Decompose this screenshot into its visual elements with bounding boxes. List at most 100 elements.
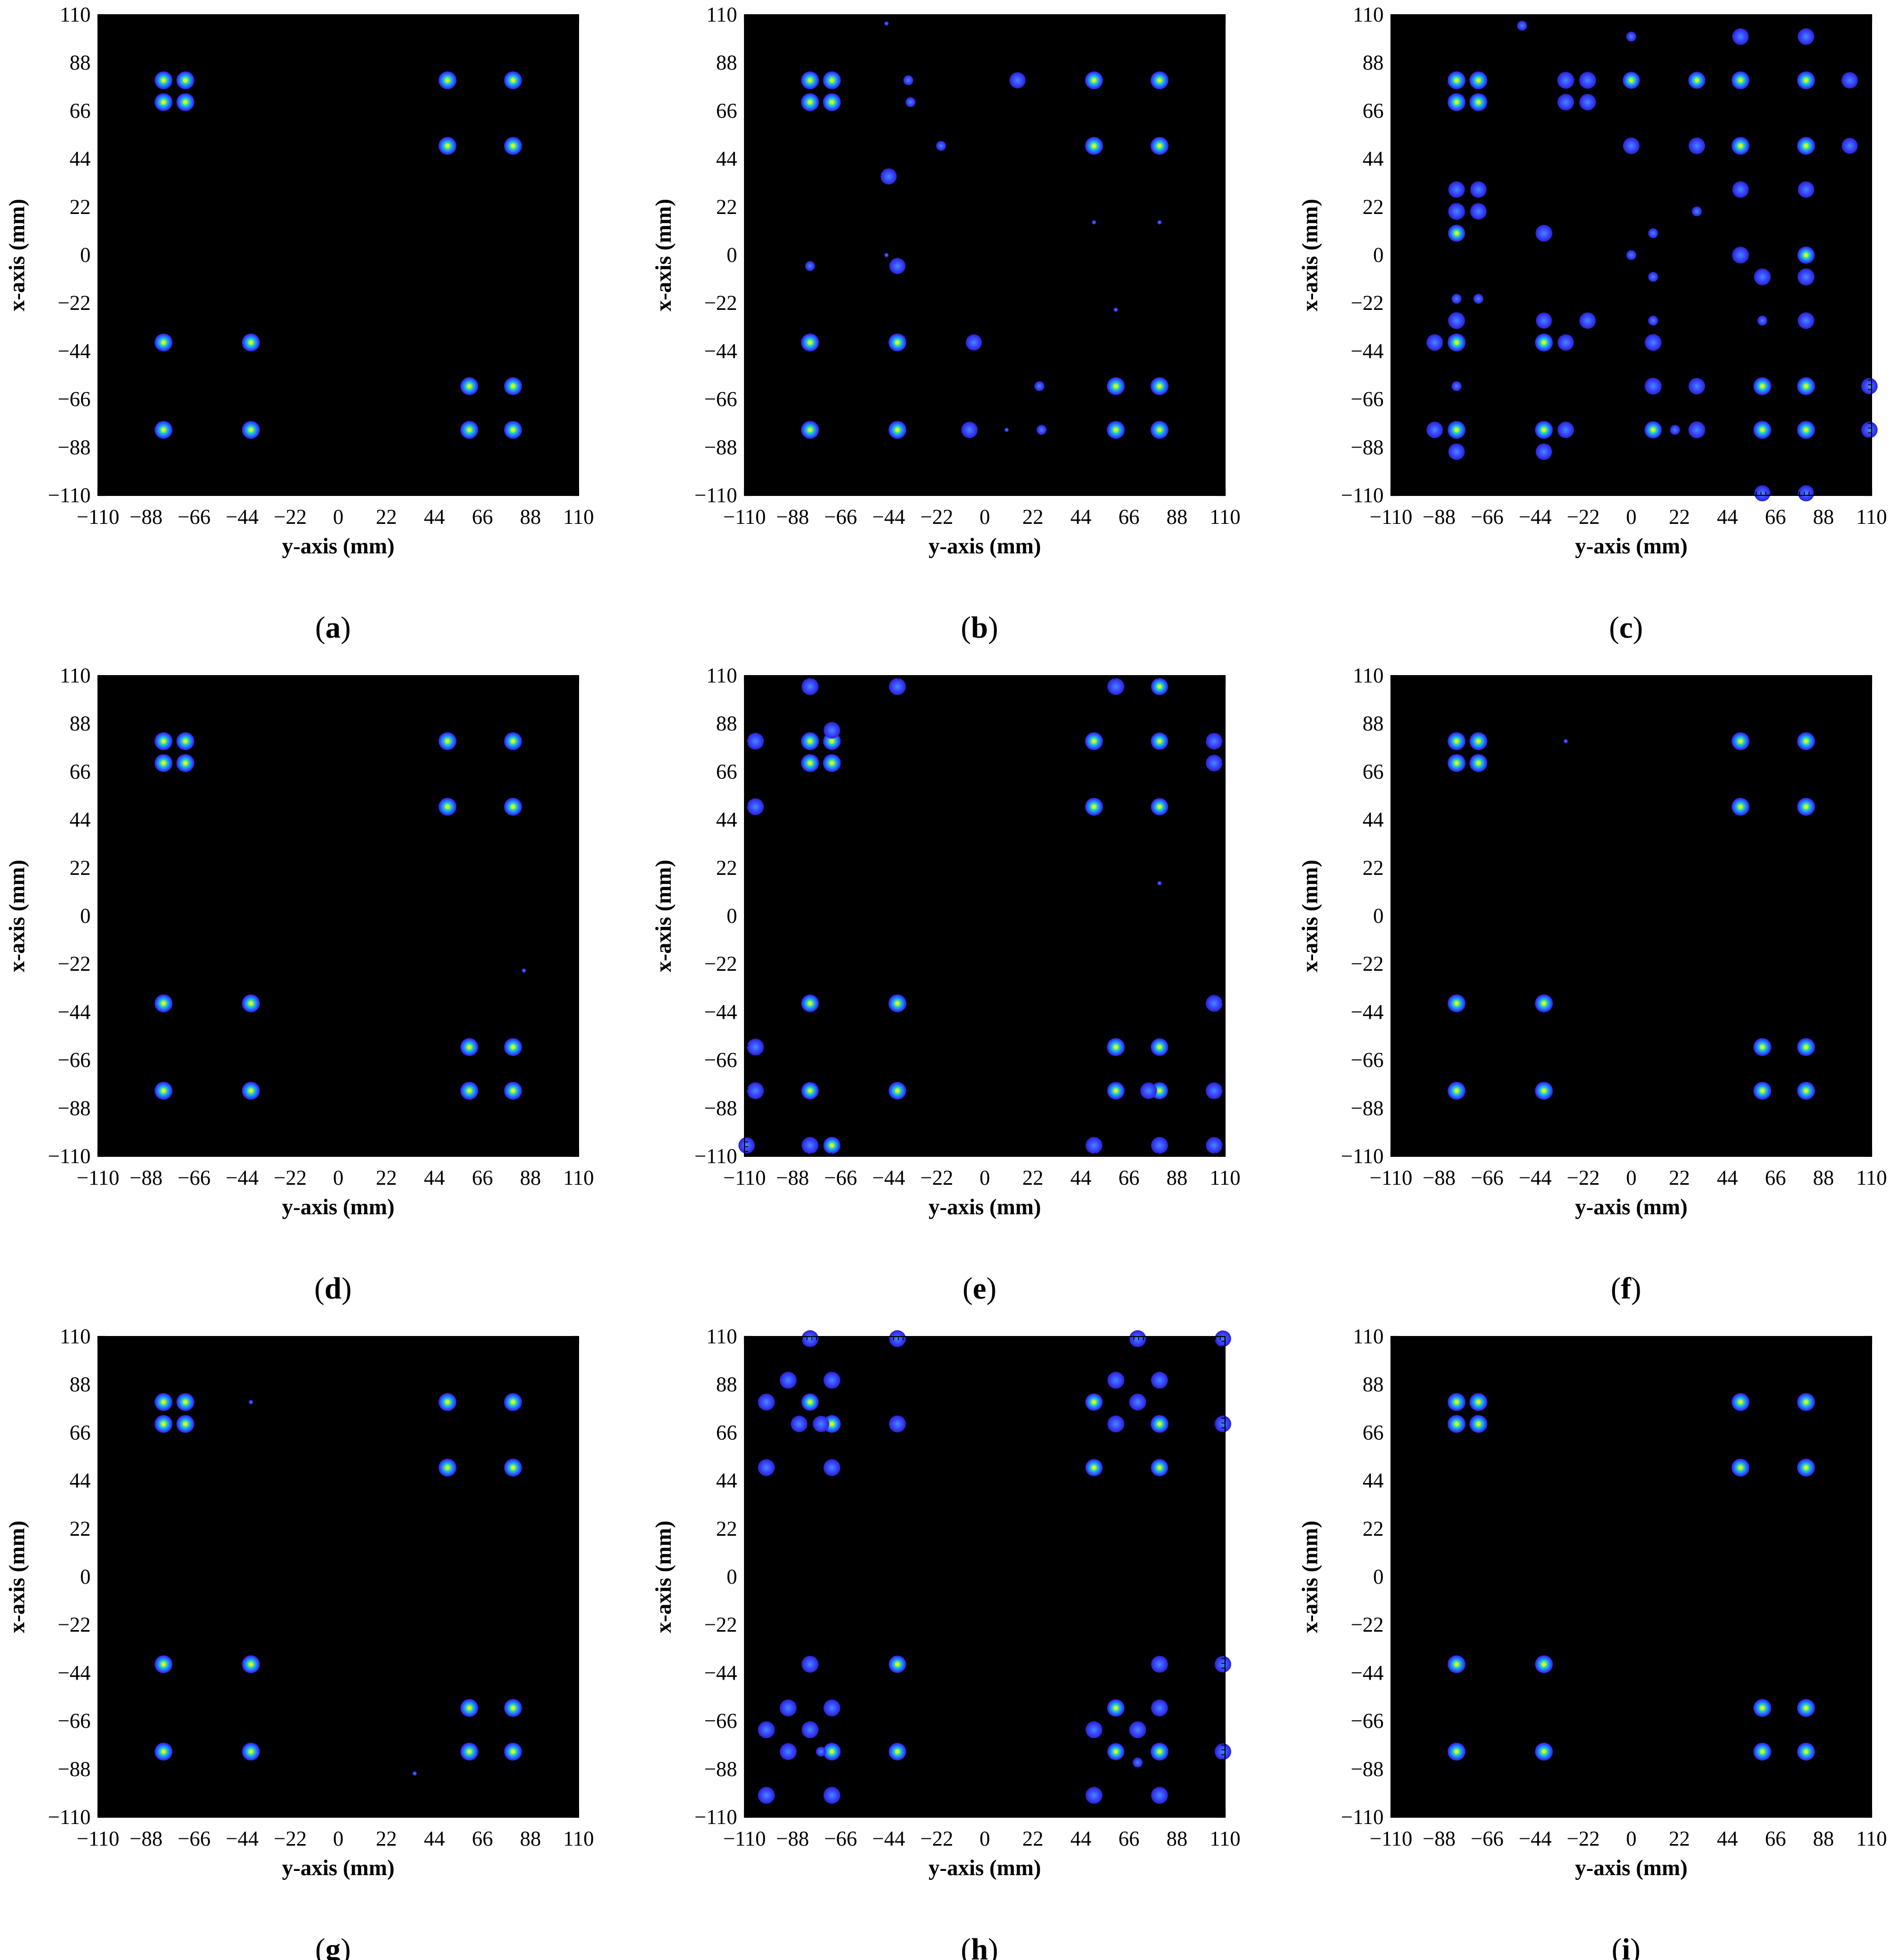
data-point [1206, 733, 1222, 750]
data-point [1447, 421, 1466, 439]
x-tick-label: −44 [872, 505, 905, 529]
data-point [805, 261, 815, 271]
y-tick-label: 88 [1363, 1372, 1384, 1396]
data-point [504, 797, 522, 816]
plot-frame [744, 675, 1226, 1157]
x-tick-label: −44 [872, 1166, 905, 1189]
y-tick-label: 22 [1363, 856, 1384, 880]
x-tick-label: 66 [472, 1827, 493, 1850]
x-tick-label: −66 [824, 1166, 857, 1189]
x-tick-label: 66 [1765, 505, 1786, 529]
x-tick-label: 88 [1813, 505, 1834, 529]
x-tick-label: −88 [776, 1166, 809, 1189]
y-axis-title: x-axis (mm) [1298, 199, 1323, 311]
data-point [1517, 21, 1527, 31]
data-point [888, 333, 907, 352]
data-point [801, 1655, 819, 1673]
x-tick-label: 22 [1669, 505, 1690, 529]
data-point [438, 136, 457, 155]
data-point [801, 1137, 819, 1154]
spot-layer [154, 1393, 522, 1776]
x-tick-label: 88 [1813, 1166, 1834, 1189]
x-tick-label: 0 [980, 1166, 990, 1189]
data-point [504, 377, 522, 395]
spot-layer [1426, 21, 1878, 502]
x-tick-label: 110 [1210, 1166, 1241, 1189]
data-point [1151, 732, 1169, 750]
data-point [504, 1458, 522, 1477]
data-point [1451, 381, 1462, 392]
x-tick-label: −66 [1471, 1166, 1504, 1189]
spot-layer [801, 21, 1169, 439]
data-point [1085, 1393, 1103, 1411]
x-tick-label: 44 [1070, 1166, 1091, 1189]
x-tick-label: 44 [1717, 1827, 1738, 1850]
x-tick-label: 0 [1626, 1166, 1637, 1189]
y-tick-label: 110 [1353, 3, 1384, 26]
data-point [1206, 755, 1222, 772]
data-point [747, 1038, 764, 1056]
plot-area [745, 15, 1225, 495]
spot-layer [154, 71, 522, 439]
y-tick-label: −66 [57, 1709, 91, 1733]
data-point [1215, 1743, 1231, 1760]
y-tick-label: 66 [1363, 1420, 1384, 1444]
data-point [1797, 797, 1815, 816]
y-tick-label: 44 [1363, 1469, 1384, 1493]
data-point [1731, 71, 1750, 90]
data-point [801, 732, 819, 750]
data-point [1688, 421, 1706, 438]
data-point [905, 97, 916, 108]
x-axis-title: y-axis (mm) [928, 534, 1041, 559]
y-tick-label: −22 [57, 1613, 91, 1636]
x-tick-label: −88 [1423, 1166, 1456, 1189]
x-tick-label: 110 [1856, 1166, 1887, 1189]
data-point [1797, 1699, 1815, 1717]
data-point [1688, 72, 1706, 89]
data-point [1107, 1082, 1125, 1100]
x-tick-label: 88 [1167, 505, 1188, 529]
x-tick-label: −66 [178, 1166, 211, 1189]
data-point [242, 1742, 260, 1761]
y-tick-label: −22 [1350, 291, 1384, 315]
x-tick-label: 22 [1669, 1827, 1690, 1850]
x-tick-label: −22 [1567, 505, 1600, 529]
data-point [504, 732, 522, 750]
data-point [1644, 377, 1662, 395]
plot-frame [97, 675, 579, 1157]
data-point [1447, 1081, 1466, 1100]
data-point [1535, 443, 1552, 460]
x-tick-label: −110 [76, 1166, 119, 1189]
data-point [1558, 334, 1574, 351]
data-point [1469, 754, 1487, 772]
data-point [242, 421, 260, 439]
x-tick-label: 110 [563, 1827, 594, 1850]
x-tick-label: 88 [520, 1166, 541, 1189]
y-tick-label: 110 [1353, 664, 1384, 687]
data-point [1129, 1393, 1147, 1411]
data-point [822, 93, 841, 111]
data-point [1157, 881, 1162, 885]
data-point [1691, 206, 1702, 217]
data-point [801, 71, 819, 90]
y-tick-label: 66 [716, 759, 737, 783]
data-point [1753, 377, 1771, 395]
data-point [1448, 443, 1465, 460]
data-point [1447, 732, 1466, 750]
plot-frame [744, 1336, 1226, 1818]
data-point [758, 1721, 775, 1739]
x-tick-label: −66 [1471, 505, 1504, 529]
y-tick-label: 66 [1363, 759, 1384, 783]
data-point [1688, 138, 1706, 154]
data-point [249, 1400, 253, 1405]
data-point [801, 1082, 819, 1100]
x-tick-label: −44 [1519, 1166, 1552, 1189]
y-tick-label: 110 [1353, 1324, 1384, 1348]
data-point [176, 93, 194, 111]
data-point [1535, 225, 1553, 242]
data-point [504, 421, 522, 439]
y-tick-label: −44 [1350, 1000, 1384, 1023]
data-point [1036, 425, 1047, 435]
data-point [154, 994, 173, 1012]
y-tick-label: −110 [48, 1805, 91, 1829]
